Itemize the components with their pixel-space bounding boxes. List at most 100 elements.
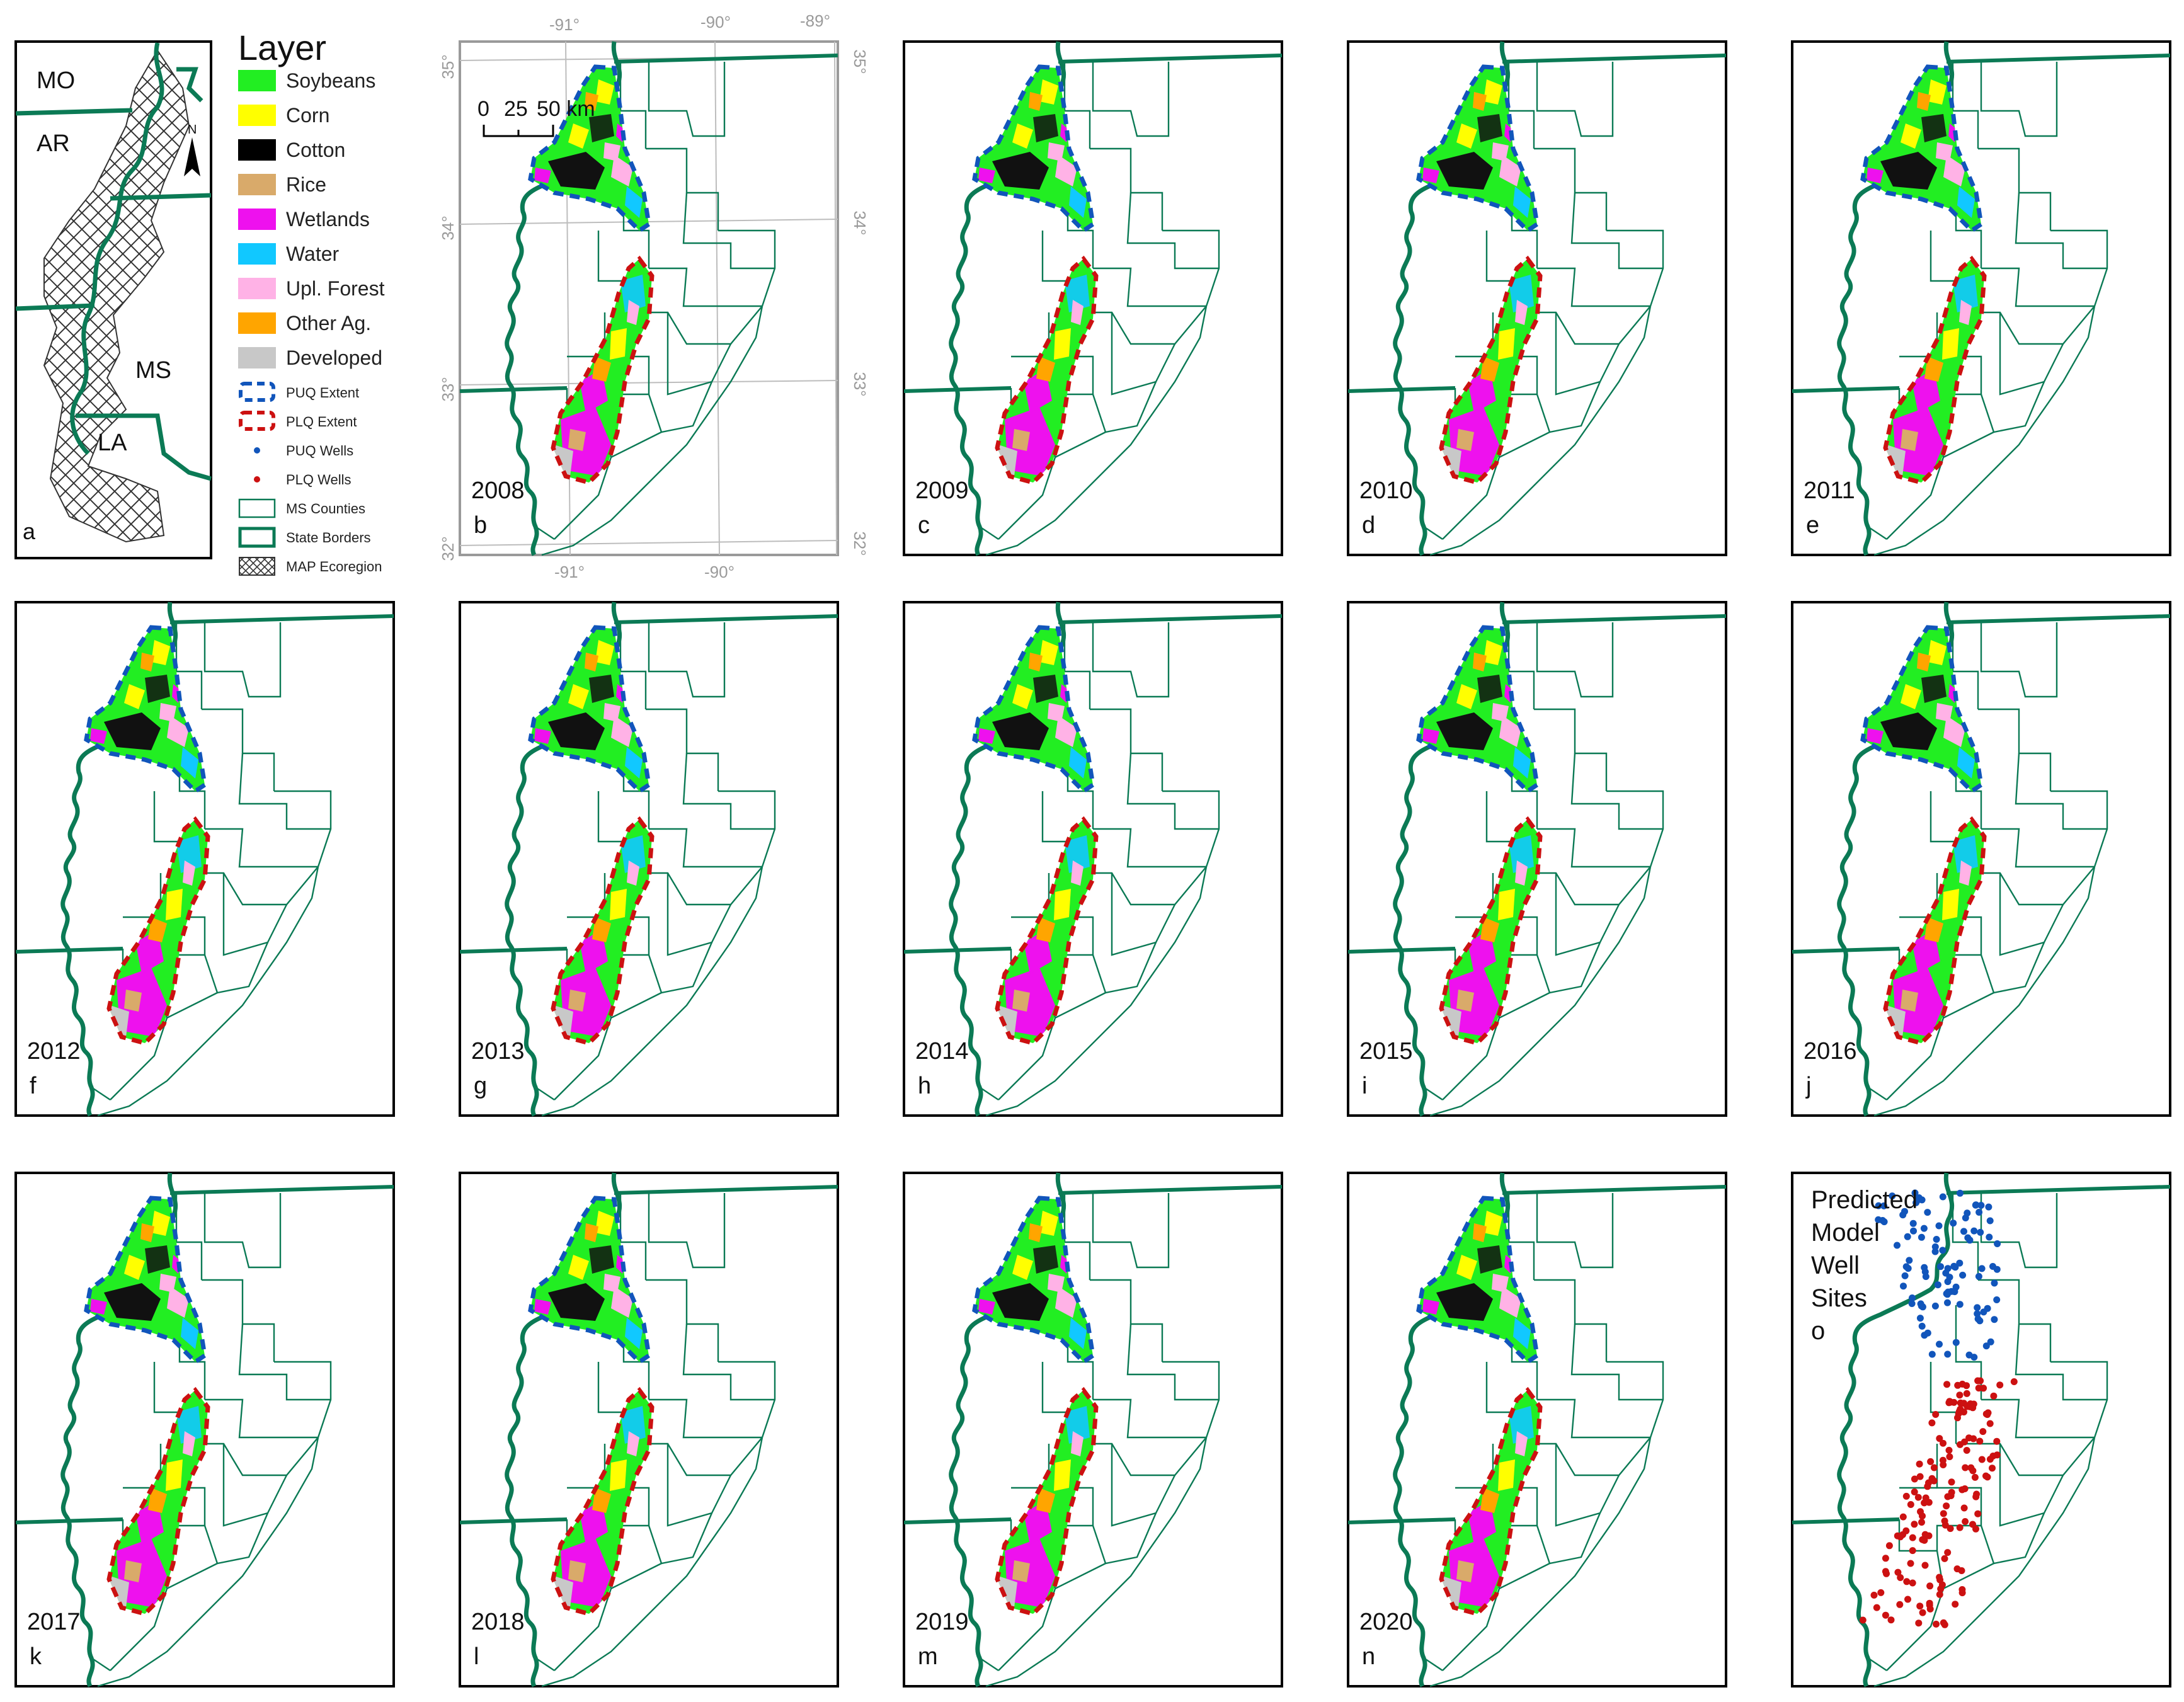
- plq-well-point: [1940, 1439, 1947, 1447]
- plq-well-point: [1873, 1604, 1880, 1611]
- lon-label-top-1: -90°: [700, 13, 731, 31]
- plq-well-point: [1938, 1581, 1946, 1589]
- plq-well-point: [1930, 1464, 1938, 1471]
- legend-title: Layer: [238, 28, 326, 67]
- panel-letter-c: c: [918, 512, 930, 539]
- plq-well-point: [1954, 1381, 1962, 1389]
- legend-corn: Corn: [238, 104, 329, 127]
- puq-well-point: [1875, 1216, 1882, 1223]
- puq-well-point: [1944, 1299, 1951, 1306]
- legend-puq-wells: PUQ Wells: [254, 443, 353, 459]
- lat-label-right-2: 33°: [850, 372, 869, 396]
- plq-well-point: [1939, 1456, 1947, 1464]
- legend-upl-forest-label: Upl. Forest: [286, 277, 385, 300]
- plq-well-point: [1970, 1400, 1977, 1408]
- legend-developed-swatch: [238, 347, 276, 368]
- legend-water-label: Water: [286, 243, 340, 265]
- map-panel-2009: 2009 c: [904, 42, 1282, 555]
- legend-state-borders-swatch: [238, 527, 276, 548]
- map-panel-2012: 2012 f: [16, 602, 394, 1116]
- panel-letter-d: d: [1362, 512, 1375, 539]
- plq-well-point: [1899, 1531, 1906, 1538]
- puq-well-point: [1908, 1300, 1916, 1307]
- panel-letter-k: k: [30, 1643, 42, 1670]
- lat-label-left-0: 35°: [438, 54, 457, 79]
- plq-well-point: [1925, 1532, 1933, 1539]
- legend-water: Water: [238, 243, 340, 265]
- plq-well-point: [1916, 1473, 1924, 1480]
- north-arrow-icon: N: [184, 123, 200, 176]
- puq-well-point: [1960, 1228, 1967, 1235]
- plq-well-point: [1918, 1519, 1925, 1526]
- puq-well-point: [1919, 1303, 1926, 1311]
- plq-well-point: [1909, 1579, 1916, 1587]
- plq-well-point: [1914, 1494, 1922, 1501]
- puq-well-point: [1924, 1209, 1931, 1216]
- plq-well-point: [1941, 1555, 1948, 1562]
- plq-well-point: [1943, 1502, 1950, 1510]
- puq-well-point: [1935, 1222, 1943, 1230]
- puq-well-point: [1901, 1272, 1909, 1279]
- state-label-ms: MS: [135, 357, 171, 384]
- legend-puq-wells-label: PUQ Wells: [286, 443, 353, 459]
- plq-well-point: [1976, 1437, 1984, 1445]
- plq-well-point: [1928, 1419, 1936, 1427]
- map-panel-2013: 2013 g: [460, 602, 838, 1116]
- lon-label-bottom-0: -91°: [554, 563, 585, 581]
- plq-well-point: [2010, 1378, 2018, 1385]
- puq-well-point: [1991, 1316, 1998, 1323]
- map-panel-2017: 2017 k: [16, 1173, 394, 1686]
- legend-upl-forest-swatch: [238, 278, 276, 299]
- legend-wetlands: Wetlands: [238, 208, 370, 231]
- plq-well-point: [1956, 1524, 1964, 1531]
- puq-well-point: [1993, 1296, 2001, 1303]
- puq-well-point: [1937, 1263, 1944, 1271]
- puq-well-point: [1993, 1265, 2001, 1273]
- panel-year-2009: 2009: [915, 477, 969, 504]
- panel-year-2016: 2016: [1804, 1038, 1857, 1065]
- legend-wetlands-swatch: [238, 208, 276, 230]
- lat-label-right-0: 35°: [850, 49, 869, 74]
- puq-well-point: [1980, 1308, 1987, 1316]
- plq-well-point: [1958, 1586, 1966, 1593]
- inset-map-panel: MO AR MS LA N a: [14, 40, 212, 559]
- map-panel-2010: 2010 d: [1348, 42, 1726, 555]
- puq-well-point: [1904, 1233, 1911, 1240]
- plq-well-point: [1971, 1473, 1979, 1481]
- plq-well-point: [1926, 1605, 1934, 1613]
- panel-letter-i: i: [1362, 1073, 1367, 1099]
- puq-well-point: [1934, 1281, 1941, 1289]
- puq-well-point: [1946, 1274, 1953, 1281]
- panel-letter-n: n: [1362, 1643, 1375, 1670]
- scale-tick-2: 50 km: [537, 97, 595, 121]
- map-panels: 2008 b 0 25 50 km -91° -90° -89° -91° -90° 35° 34° 3…: [16, 11, 2170, 1686]
- puq-well-point: [1975, 1209, 1983, 1216]
- legend-plq-extent-swatch: [239, 411, 275, 431]
- puq-well-point: [1986, 1233, 1993, 1241]
- lat-label-right-1: 34°: [850, 210, 869, 235]
- puq-well-point: [1928, 1351, 1936, 1358]
- plq-well-point: [1941, 1621, 1948, 1628]
- plq-well-point: [1955, 1410, 1962, 1417]
- legend-other-ag-swatch: [238, 312, 276, 334]
- panel-letter-l: l: [474, 1643, 479, 1670]
- map-panel-2011: 2011 e: [1792, 42, 2170, 555]
- legend-puq-extent-swatch: [239, 382, 275, 402]
- puq-well-point: [1909, 1219, 1917, 1227]
- plq-well-point: [1916, 1460, 1923, 1468]
- puq-well-point: [1900, 1282, 1907, 1290]
- puq-well-point: [1915, 1194, 1923, 1201]
- plq-well-point: [1911, 1521, 1918, 1528]
- plq-well-point: [1870, 1591, 1878, 1599]
- plq-well-point: [1933, 1620, 1940, 1628]
- puq-well-point: [1875, 1202, 1882, 1209]
- puq-well-point: [1986, 1217, 1994, 1225]
- lat-label-left-1: 34°: [438, 215, 457, 240]
- puq-well-point: [1994, 1240, 2001, 1247]
- plq-well-point: [1947, 1525, 1954, 1533]
- plq-well-point: [1859, 1616, 1867, 1624]
- lat-label-left-2: 33°: [438, 377, 457, 401]
- panel-letter-j: j: [1805, 1073, 1811, 1099]
- lon-label-top-2: -89°: [800, 11, 830, 30]
- plq-well-point: [1882, 1555, 1889, 1562]
